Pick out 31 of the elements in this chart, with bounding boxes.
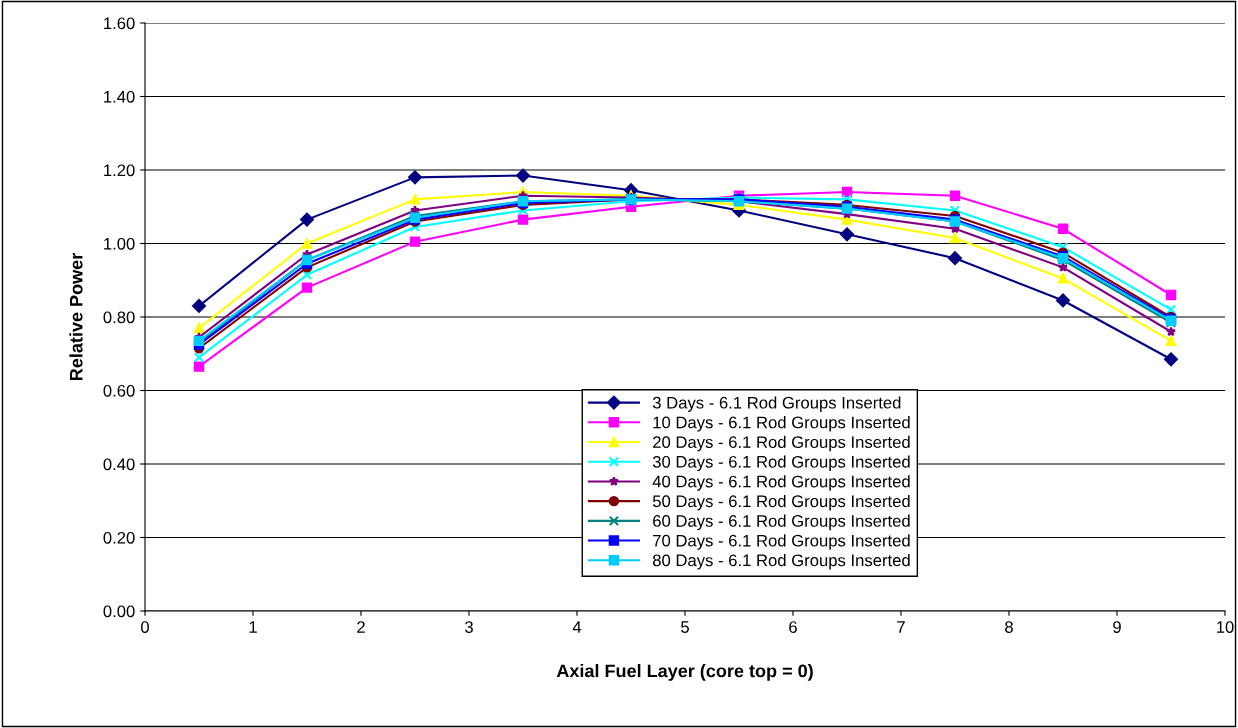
y-tick-label: 0.00	[103, 605, 135, 618]
x-tick-label: 8	[1005, 621, 1013, 633]
y-tick-label: 1.20	[104, 164, 135, 177]
legend-label: 30 Days - 6.1 Rod Groups Inserted	[652, 455, 910, 472]
x-tick-label: 4	[572, 621, 582, 633]
y-tick-label: 1.40	[104, 90, 135, 103]
legend-label: 80 Days - 6.1 Rod Groups Inserted	[652, 554, 910, 570]
y-tick-label: 1.60	[104, 17, 135, 30]
x-axis-title: Axial Fuel Layer (core top = 0)	[556, 664, 813, 681]
y-axis-title: Relative Power	[69, 253, 83, 381]
x-tick-label: 10	[1217, 621, 1234, 633]
legend-label: 60 Days - 6.1 Rod Groups Inserted	[653, 514, 910, 531]
x-tick-label: 1	[249, 621, 257, 633]
y-tick-label: 1.00	[104, 237, 135, 250]
x-tick-label: 2	[357, 621, 365, 633]
y-tick-label: 0.80	[103, 311, 135, 324]
x-tick-label: 0	[141, 621, 149, 633]
legend-label: 10 Days - 6.1 Rod Groups Inserted	[653, 416, 910, 432]
legend-label: 40 Days - 6.1 Rod Groups Inserted	[652, 475, 910, 491]
y-tick-label: 0.40	[103, 458, 135, 471]
legend-label: 70 Days - 6.1 Rod Groups Inserted	[653, 534, 910, 550]
legend-label: 50 Days - 6.1 Rod Groups Inserted	[652, 494, 910, 511]
legend-label: 3 Days - 6.1 Rod Groups Inserted	[652, 396, 901, 412]
legend-label: 20 Days - 6.1 Rod Groups Inserted	[653, 435, 910, 452]
x-tick-label: 6	[789, 621, 797, 633]
y-tick-label: 0.20	[103, 531, 135, 544]
x-tick-label: 3	[465, 621, 473, 633]
x-tick-label: 7	[897, 621, 905, 633]
x-tick-label: 9	[1113, 621, 1121, 633]
y-tick-label: 0.60	[103, 384, 135, 397]
x-tick-label: 5	[681, 621, 689, 633]
